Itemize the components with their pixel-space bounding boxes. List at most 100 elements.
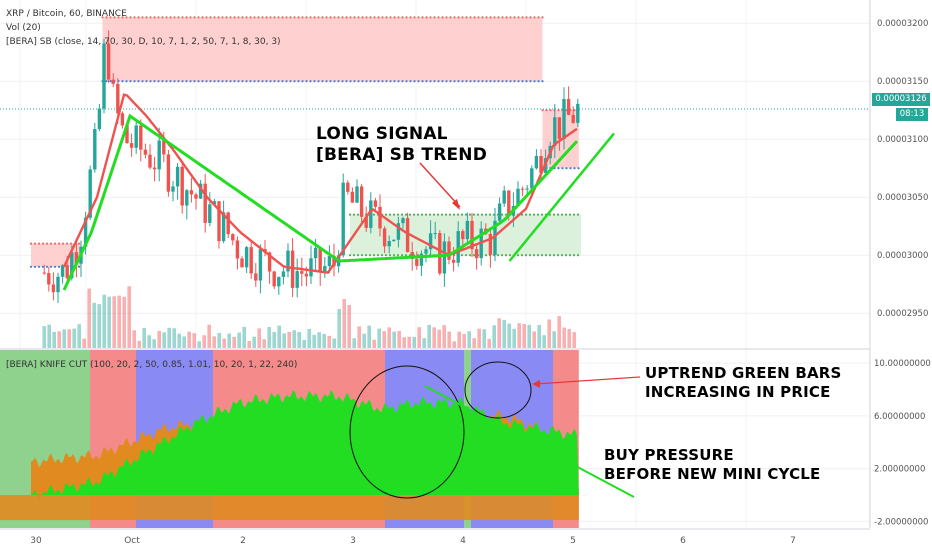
candle-body (451, 259, 456, 263)
zone-dot (528, 254, 532, 257)
candle-body (125, 125, 129, 144)
volume-bar (382, 331, 386, 348)
volume-legend[interactable]: Vol (20) (6, 23, 41, 33)
zone-dot (205, 80, 208, 83)
zone-dot (493, 80, 496, 83)
zone-dot (532, 254, 536, 257)
volume-bar (357, 326, 361, 348)
zone-dot (265, 80, 268, 83)
volume-bar (372, 339, 376, 348)
time-tick-label: 5 (570, 536, 576, 546)
zone-dot (504, 254, 508, 257)
zone-dot (536, 213, 540, 216)
zone-dot (325, 16, 328, 19)
zone-dot (541, 80, 544, 83)
zone-dot (557, 109, 560, 112)
zone-dot (241, 80, 244, 83)
candle-body (148, 154, 152, 168)
zone-dot (429, 80, 432, 83)
candle-body (198, 183, 203, 199)
volume-bar (527, 324, 531, 348)
volume-bar (182, 336, 186, 348)
candle-body (405, 218, 410, 253)
zone-dot (364, 254, 368, 257)
zone-dot (313, 16, 316, 19)
candle-body (203, 183, 207, 223)
symbol-legend[interactable]: XRP / Bitcoin, 60, BINANCE (6, 9, 127, 19)
volume-bar (77, 324, 81, 348)
zone-dot (537, 80, 540, 83)
candle-body (461, 231, 465, 240)
zone-dot (465, 16, 468, 19)
zone-dot (245, 80, 248, 83)
zone-dot (197, 16, 200, 19)
candle-body (332, 256, 336, 267)
zone-dot (484, 254, 488, 257)
candle-body (88, 169, 92, 218)
zone-dot (373, 16, 376, 19)
zone-dot (481, 16, 484, 19)
zone-dot (449, 16, 452, 19)
zone-dot (529, 16, 532, 19)
zone-dot (117, 16, 120, 19)
candle-body (373, 200, 378, 207)
candle-body (277, 276, 281, 287)
zone-dot (533, 16, 536, 19)
candle-body (212, 201, 217, 205)
zone-dot (149, 16, 152, 19)
volume-bar (242, 326, 246, 348)
zone-dot (397, 80, 400, 83)
volume-bar (107, 296, 111, 348)
zone-dot (545, 109, 548, 112)
zone-dot (489, 80, 492, 83)
candle-body (208, 204, 212, 223)
candle-body (387, 241, 391, 247)
zone-dot (337, 16, 340, 19)
zone-dot (481, 80, 484, 83)
zone-dot (540, 254, 544, 257)
volume-bar (492, 325, 496, 348)
zone-dot (396, 254, 400, 257)
long-signal-line-2: [BERA] SB TREND (316, 145, 488, 165)
zone-dot (392, 254, 396, 257)
zone-dot (65, 242, 69, 245)
zone-dot (472, 254, 476, 257)
zone-dot (105, 80, 108, 83)
zone-dot (301, 80, 304, 83)
candle-body (369, 200, 373, 228)
zone-dot (37, 265, 41, 268)
red-zone (31, 243, 81, 267)
volume-bar (302, 339, 306, 348)
candle-body (258, 249, 263, 281)
zone-dot (345, 80, 348, 83)
zone-dot (129, 16, 132, 19)
volume-bar (442, 325, 446, 348)
bera-sb-legend[interactable]: [BERA] SB (close, 14, 70, 30, D, 10, 7, … (6, 37, 281, 47)
zone-dot (513, 80, 516, 83)
volume-bar (47, 324, 51, 348)
knife-cut-legend[interactable]: [BERA] KNIFE CUT (100, 20, 2, 50, 0.85, … (6, 360, 298, 370)
volume-bar (232, 336, 236, 348)
volume-bar (117, 295, 121, 348)
volume-bar (282, 333, 286, 348)
volume-bar (222, 338, 226, 348)
volume-bar (267, 326, 271, 348)
zone-dot (193, 16, 196, 19)
zone-dot (185, 80, 188, 83)
candle-body (74, 252, 79, 264)
zone-dot (253, 80, 256, 83)
volume-bar (162, 332, 166, 348)
price-tick-label: 0.00003050 (877, 193, 928, 203)
zone-dot (445, 80, 448, 83)
zone-dot (400, 254, 404, 257)
zone-dot (249, 80, 252, 83)
zone-dot (169, 80, 172, 83)
zone-dot (29, 265, 33, 268)
zone-dot (365, 80, 368, 83)
candle-body (93, 129, 97, 170)
candle-body (497, 203, 502, 221)
candle-body (392, 239, 396, 242)
volume-bar (237, 332, 241, 348)
